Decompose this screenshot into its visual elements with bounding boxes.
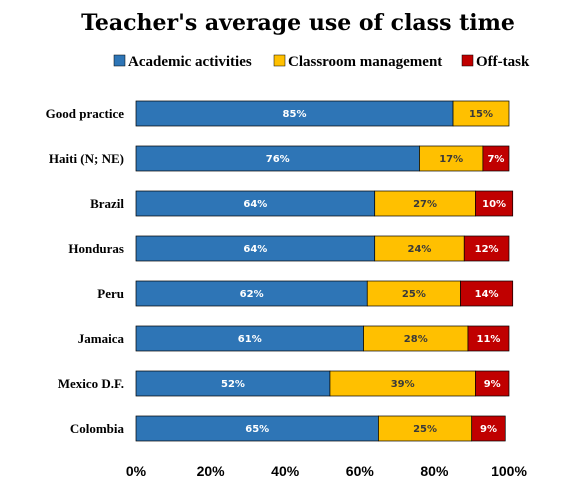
data-label-classroom-management-colombia: 25% — [413, 424, 437, 435]
data-label-off-task-haiti-n-ne: 7% — [487, 154, 504, 165]
bar-segment-off-task-jamaica — [467, 325, 510, 352]
data-label-classroom-management-brazil: 27% — [413, 199, 437, 210]
bar-segment-off-task-haiti-n-ne — [482, 145, 510, 172]
legend-swatch-academic — [113, 54, 126, 67]
legend: Academic activities Classroom management… — [113, 54, 530, 70]
data-label-classroom-management-haiti-n-ne: 17% — [439, 154, 463, 165]
data-label-off-task-honduras: 12% — [475, 244, 499, 255]
x-tick-label-0: 0% — [126, 463, 147, 479]
data-label-classroom-management-good-practice: 15% — [469, 109, 493, 120]
data-label-classroom-management-peru: 25% — [402, 289, 426, 300]
data-label-academic-activities-peru: 62% — [240, 289, 264, 300]
bar-segment-classroom-management-jamaica — [363, 325, 469, 352]
bar-segment-academic-activities-good-practice — [135, 100, 454, 127]
bar-segment-classroom-management-good-practice — [452, 100, 510, 127]
data-label-academic-activities-jamaica: 61% — [238, 334, 262, 345]
bar-segment-classroom-management-mexico-d-f — [329, 370, 476, 397]
data-label-academic-activities-colombia: 65% — [245, 424, 269, 435]
legend-swatch-management — [273, 54, 286, 67]
x-axis-ticks: 0% 20% 40% 60% 80% 100% — [126, 463, 528, 479]
legend-label-management: Classroom management — [288, 54, 442, 70]
bar-segment-classroom-management-peru — [366, 280, 461, 307]
data-label-off-task-jamaica: 11% — [477, 334, 501, 345]
data-label-off-task-brazil: 10% — [482, 199, 506, 210]
category-label-haiti-n-ne: Haiti (N; NE) — [49, 151, 124, 166]
chart-title: Teacher's average use of class time — [81, 10, 515, 36]
bar-segment-academic-activities-peru — [135, 280, 368, 307]
bar-segment-academic-activities-haiti-n-ne — [135, 145, 420, 172]
category-label-peru: Peru — [97, 286, 124, 301]
data-label-academic-activities-haiti-n-ne: 76% — [266, 154, 290, 165]
bar-segment-academic-activities-colombia — [135, 415, 379, 442]
data-label-off-task-peru: 14% — [475, 289, 499, 300]
bars-layer: 85% 15% 76% 17% 7% 64% 27% 10% 64% 24% 12% 62% 25% 14… — [135, 100, 514, 442]
bar-segment-academic-activities-mexico-d-f — [135, 370, 331, 397]
bar-segment-off-task-peru — [460, 280, 514, 307]
data-label-classroom-management-honduras: 24% — [408, 244, 432, 255]
data-label-academic-activities-honduras: 64% — [243, 244, 267, 255]
data-label-off-task-colombia: 9% — [480, 424, 497, 435]
data-label-academic-activities-brazil: 64% — [243, 199, 267, 210]
data-label-academic-activities-mexico-d-f: 52% — [221, 379, 245, 390]
bar-segment-classroom-management-brazil — [374, 190, 476, 217]
bar-segment-off-task-colombia — [471, 415, 506, 442]
bar-segment-academic-activities-brazil — [135, 190, 376, 217]
data-label-classroom-management-jamaica: 28% — [404, 334, 428, 345]
bar-segment-off-task-brazil — [475, 190, 514, 217]
bar-segment-off-task-mexico-d-f — [475, 370, 510, 397]
x-tick-label-2: 40% — [271, 463, 300, 479]
category-label-colombia: Colombia — [70, 421, 125, 436]
data-label-classroom-management-mexico-d-f: 39% — [391, 379, 415, 390]
data-label-off-task-mexico-d-f: 9% — [484, 379, 501, 390]
category-label-brazil: Brazil — [90, 196, 124, 211]
category-label-good-practice: Good practice — [46, 106, 125, 121]
bar-segment-off-task-honduras — [463, 235, 510, 262]
bar-segment-classroom-management-colombia — [378, 415, 473, 442]
x-tick-label-3: 60% — [346, 463, 375, 479]
data-label-academic-activities-good-practice: 85% — [283, 109, 307, 120]
category-label-honduras: Honduras — [68, 241, 124, 256]
category-label-jamaica: Jamaica — [78, 331, 125, 346]
x-tick-label-4: 80% — [420, 463, 449, 479]
category-labels: Good practice Haiti (N; NE) Brazil Honduras… — [46, 106, 125, 436]
bar-segment-academic-activities-honduras — [135, 235, 376, 262]
x-tick-label-5: 100% — [491, 463, 527, 479]
category-label-mexico-d-f: Mexico D.F. — [58, 376, 124, 391]
legend-label-academic: Academic activities — [128, 54, 252, 70]
legend-label-offtask: Off-task — [476, 54, 530, 70]
legend-swatch-offtask — [461, 54, 474, 67]
x-tick-label-1: 20% — [197, 463, 226, 479]
bar-segment-classroom-management-honduras — [374, 235, 465, 262]
